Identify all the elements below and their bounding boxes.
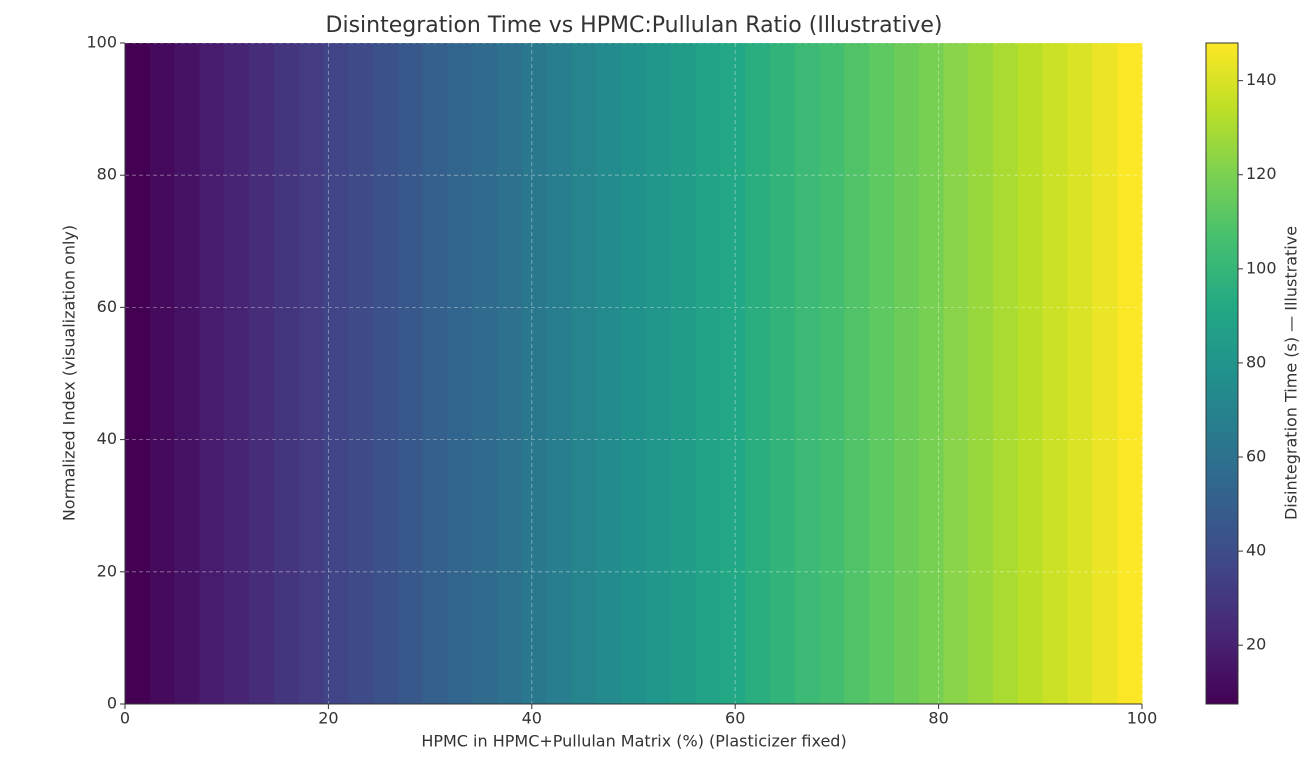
heatmap-cell (298, 43, 325, 704)
heatmap-cell (373, 43, 399, 704)
colorbar-tick-label: 20 (1246, 635, 1266, 654)
heatmap-cell (1042, 43, 1069, 704)
colorbar-tick-label: 100 (1246, 258, 1277, 277)
colorbar-tick-label: 80 (1246, 352, 1266, 371)
heatmap-cell (571, 43, 597, 704)
y-tick-label: 60 (97, 297, 117, 316)
y-tick-label: 40 (97, 429, 117, 448)
colorbar-tick-label: 60 (1246, 447, 1266, 466)
heatmap-cell (323, 43, 349, 704)
heatmap-cell (745, 43, 771, 704)
x-tick-label: 20 (318, 709, 338, 728)
x-tick-label: 80 (928, 709, 948, 728)
heatmap-cell (621, 43, 647, 704)
heatmap-cell (249, 43, 275, 704)
heatmap-cell (1067, 43, 1093, 704)
heatmap-cell (174, 43, 201, 704)
heatmap-cell (918, 43, 945, 704)
x-tick-label: 0 (120, 709, 130, 728)
chart-title: Disintegration Time vs HPMC:Pullulan Rat… (326, 13, 943, 38)
y-tick-label: 20 (97, 561, 117, 580)
x-tick-label: 100 (1127, 709, 1158, 728)
heatmap-cell (1092, 43, 1118, 704)
heatmap-cell (794, 43, 821, 704)
heatmap-cell (993, 43, 1019, 704)
colorbar (1205, 42, 1239, 705)
heatmap-cell (472, 43, 498, 704)
heatmap-cell (869, 43, 895, 704)
heatmap-cell (125, 43, 151, 704)
heatmap-cell (397, 43, 424, 704)
heatmap-cell (670, 43, 697, 704)
heatmap-cell (943, 43, 969, 704)
colorbar-tick-label: 40 (1246, 541, 1266, 560)
heatmap-cell (819, 43, 845, 704)
y-tick-label: 80 (97, 165, 117, 184)
heatmap-cell (422, 43, 449, 704)
y-axis-label: Normalized Index (visualization only) (60, 225, 79, 521)
heatmap-cell (447, 43, 473, 704)
colorbar-tick-label: 140 (1246, 70, 1277, 89)
heatmap-cell (844, 43, 870, 704)
heatmap-cell (695, 43, 721, 704)
heatmap-cell (720, 43, 746, 704)
heatmap-cell (224, 43, 250, 704)
heatmap-cell (645, 43, 672, 704)
x-tick-label: 40 (522, 709, 542, 728)
colorbar-label: Disintegration Time (s) — Illustrative (1282, 226, 1301, 520)
y-tick-label: 0 (107, 694, 117, 713)
colorbar-tick-label: 120 (1246, 164, 1277, 183)
y-tick-label: 100 (86, 33, 117, 52)
heatmap-cell (199, 43, 225, 704)
heatmap-cell (497, 43, 523, 704)
x-tick-label: 60 (725, 709, 745, 728)
heatmap-cell (273, 43, 300, 704)
heatmap-cell (596, 43, 622, 704)
heatmap-cell (546, 43, 573, 704)
heatmap-cell (769, 43, 796, 704)
heatmap-cell (521, 43, 548, 704)
heatmap-cell (1017, 43, 1044, 704)
heatmap-cell (1117, 43, 1143, 704)
heatmap-cell (348, 43, 374, 704)
x-axis-label: HPMC in HPMC+Pullulan Matrix (%) (Plasti… (421, 732, 846, 751)
heatmap-cell (893, 43, 920, 704)
heatmap-cell (149, 43, 176, 704)
heatmap-cell (968, 43, 994, 704)
